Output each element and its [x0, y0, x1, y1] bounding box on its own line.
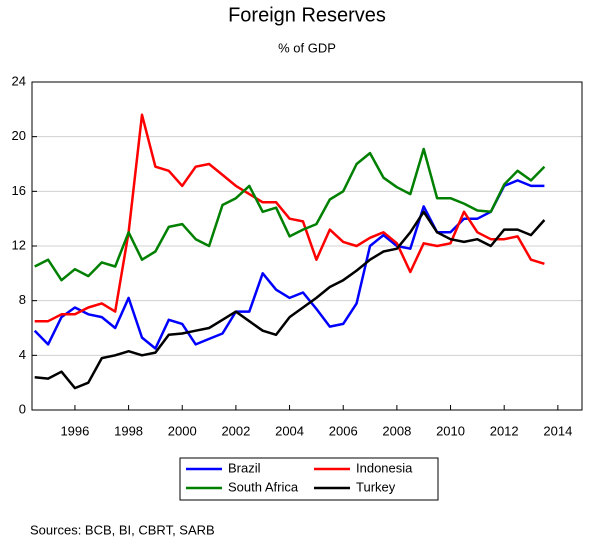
- y-tick-label: 20: [12, 128, 26, 143]
- y-tick-label: 16: [12, 183, 26, 198]
- legend-label: Brazil: [228, 460, 261, 475]
- y-tick-label: 0: [19, 401, 26, 416]
- source-note: Sources: BCB, BI, CBRT, SARB: [30, 522, 215, 537]
- x-tick-label: 2004: [275, 423, 304, 438]
- x-tick-label: 1998: [114, 423, 143, 438]
- series-line: [34, 210, 546, 390]
- x-tick-label: 2000: [168, 423, 197, 438]
- y-tick-label: 12: [12, 237, 26, 252]
- y-tick-label: 8: [19, 292, 26, 307]
- chart-subtitle: % of GDP: [278, 40, 336, 55]
- legend-label: Indonesia: [356, 460, 413, 475]
- legend-label: Turkey: [356, 479, 396, 494]
- series-line: [34, 147, 546, 282]
- legend-label: South Africa: [228, 479, 299, 494]
- x-tick-label: 2006: [329, 423, 358, 438]
- legend-box: [179, 457, 439, 501]
- x-tick-label: 1996: [60, 423, 89, 438]
- x-tick-label: 2008: [382, 423, 411, 438]
- plot-frame: [31, 81, 583, 411]
- chart-title: Foreign Reserves: [228, 4, 386, 26]
- x-tick-label: 2010: [436, 423, 465, 438]
- x-tick-label: 2014: [543, 423, 572, 438]
- y-tick-label: 4: [19, 347, 26, 362]
- series-line: [34, 113, 545, 323]
- x-tick-label: 2002: [221, 423, 250, 438]
- y-tick-label: 24: [12, 73, 26, 88]
- x-tick-label: 2012: [490, 423, 519, 438]
